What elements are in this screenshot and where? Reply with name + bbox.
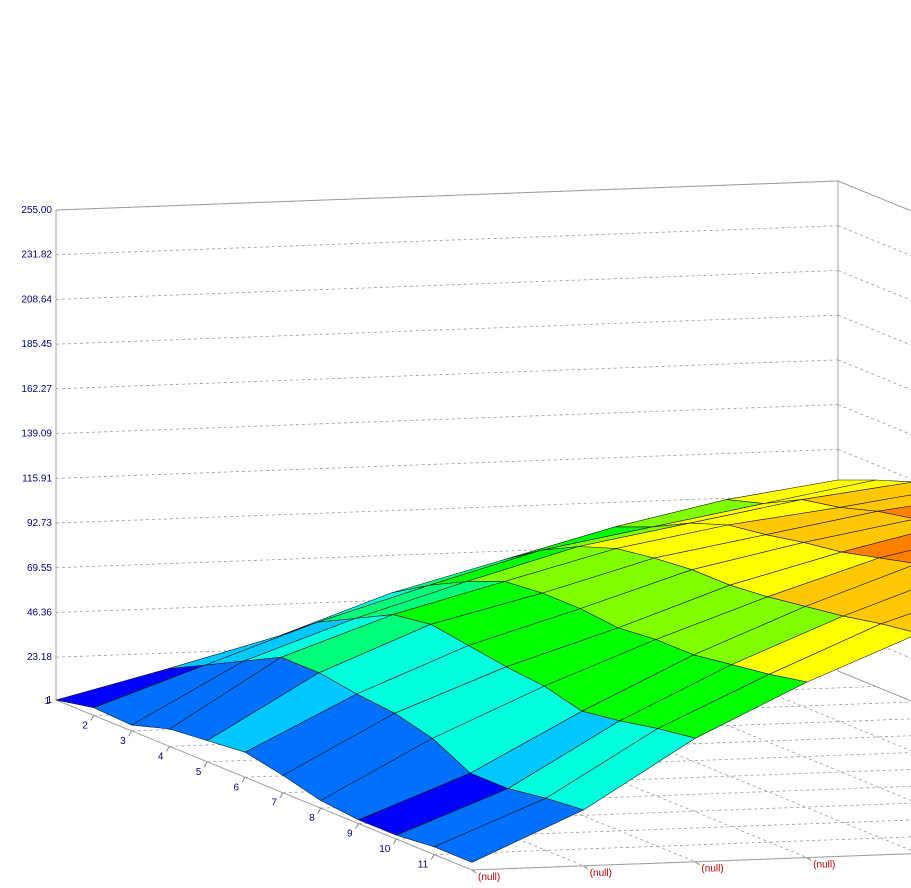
z-tick-label-left: 185.45 [21,339,52,350]
x-tick-label: 8 [309,813,315,824]
y-tick-label: (null) [813,860,835,871]
z-gridline [55,225,839,256]
z-tick-label-left: 69.55 [27,563,52,574]
z-tick-label-left: 23.18 [27,652,52,663]
y-tick-label: (null) [478,872,500,883]
z-gridline [837,627,911,659]
z-tick-label-left: 92.73 [27,518,52,529]
x-tick-label: 1 [44,696,50,707]
floor-gridline [726,674,911,752]
z-tick-label-left: 162.27 [21,384,52,395]
x-tick-mark [203,761,208,768]
y-tick-mark [806,857,812,861]
floor-gridline [396,819,911,840]
z-tick-label-left: 46.36 [27,607,52,618]
floor-gridline [358,802,911,825]
z-tick-label-left: 115.91 [22,473,52,484]
y-tick-label: (null) [701,864,723,875]
x-tick-label: 5 [196,767,202,778]
z-gridline [55,359,839,390]
x-tick-label: 10 [379,844,391,855]
z-gridline [55,538,839,569]
z-gridline [55,270,839,300]
x-tick-mark [90,715,95,721]
z-gridline [55,180,839,211]
z-tick-label-left: 255.00 [21,205,52,216]
y-tick-mark [583,865,589,870]
z-gridline [837,404,911,435]
x-tick-mark [279,792,284,798]
z-gridline [55,404,839,435]
x-tick-label: 6 [234,782,240,793]
z-tick-label-left: 139.09 [21,429,52,440]
z-gridline [837,270,911,301]
floor-gridline [320,785,911,809]
x-axis-ticks: 1 2 3 4 5 6 7 8 9 10 11 [44,696,435,871]
z-axis-ticks-left: 1 23.18 46.36 69.55 92.73 115.91 139.09 162.27 1… [21,205,52,706]
x-tick-label: 9 [347,829,353,840]
x-tick-mark [355,823,359,829]
x-tick-mark [166,746,170,752]
z-gridline [837,225,911,256]
x-tick-label: 11 [418,860,429,871]
x-tick-mark [317,807,322,814]
z-gridline [55,448,839,479]
floor-edge [55,699,473,871]
floor-gridline [434,836,911,855]
floor-gridline [282,769,911,794]
z-gridline [837,359,911,391]
z-gridline [837,180,911,212]
x-tick-label: 2 [82,720,88,731]
surface-cell-10-0 [433,797,585,863]
surface-mesh [55,479,911,863]
floor-edge [471,853,911,871]
x-tick-label: 7 [271,798,277,809]
z-gridline [837,448,911,480]
z-gridline [55,314,839,345]
x-tick-mark [430,854,435,860]
x-tick-label: 4 [158,751,164,762]
z-gridline [837,314,911,346]
z-tick-label-left: 1 [46,695,52,706]
x-tick-mark [241,777,246,783]
x-tick-mark [128,730,133,737]
x-tick-label: 3 [120,736,126,747]
floor-gridline [837,670,911,702]
y-tick-mark [695,861,700,866]
y-tick-mark [471,869,477,874]
y-axis-ticks: (null)(null)(null)(null)(null)(null)(nul… [471,857,835,883]
z-gridline [55,493,839,524]
x-tick-mark [392,838,397,845]
floor-gridline [471,853,911,871]
y-tick-label: (null) [590,868,612,879]
z-tick-label-left: 231.82 [21,250,52,261]
z-tick-label-left: 208.64 [21,294,52,305]
